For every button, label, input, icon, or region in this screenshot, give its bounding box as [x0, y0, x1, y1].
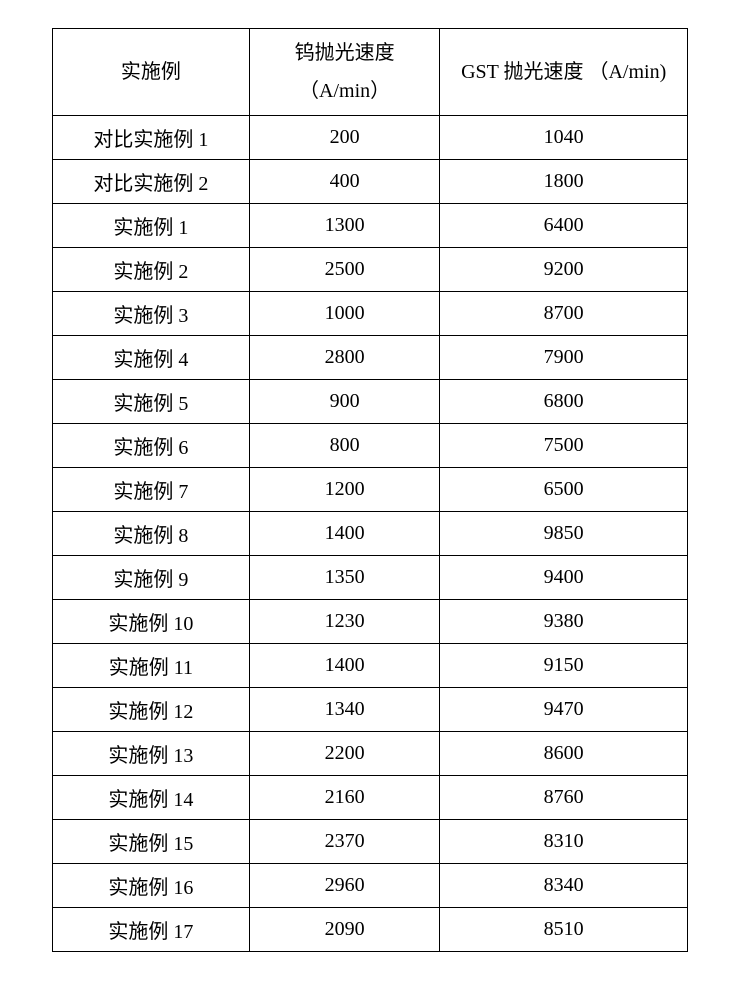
table-cell: 实施例 12 — [53, 688, 250, 732]
table-body: 对比实施例 12001040对比实施例 24001800实施例 11300640… — [53, 116, 688, 952]
table-cell: 实施例 6 — [53, 424, 250, 468]
table-cell: 9200 — [440, 248, 688, 292]
table-row: 实施例 428007900 — [53, 336, 688, 380]
table-row: 对比实施例 12001040 — [53, 116, 688, 160]
table-cell: 7900 — [440, 336, 688, 380]
table-cell: 1040 — [440, 116, 688, 160]
table-row: 实施例 1213409470 — [53, 688, 688, 732]
table-cell: 9400 — [440, 556, 688, 600]
table-cell: 实施例 4 — [53, 336, 250, 380]
table-cell: 6800 — [440, 380, 688, 424]
table-row: 实施例 1114009150 — [53, 644, 688, 688]
table-cell: 8760 — [440, 776, 688, 820]
table-cell: 实施例 7 — [53, 468, 250, 512]
table-cell: 1340 — [249, 688, 440, 732]
table-cell: 9850 — [440, 512, 688, 556]
table-row: 实施例 814009850 — [53, 512, 688, 556]
table-cell: 实施例 9 — [53, 556, 250, 600]
table-cell: 1200 — [249, 468, 440, 512]
table-cell: 400 — [249, 160, 440, 204]
table-row: 实施例 310008700 — [53, 292, 688, 336]
table-cell: 8340 — [440, 864, 688, 908]
table-cell: 200 — [249, 116, 440, 160]
table-cell: 实施例 16 — [53, 864, 250, 908]
column-header-1: 钨抛光速度（A/min） — [249, 29, 440, 116]
table-cell: 实施例 14 — [53, 776, 250, 820]
table-row: 实施例 113006400 — [53, 204, 688, 248]
data-table: 实施例钨抛光速度（A/min）GST 抛光速度 （A/min) 对比实施例 12… — [52, 28, 688, 952]
table-cell: 9470 — [440, 688, 688, 732]
table-cell: 1400 — [249, 512, 440, 556]
table-cell: 9380 — [440, 600, 688, 644]
table-cell: 8310 — [440, 820, 688, 864]
table-cell: 对比实施例 1 — [53, 116, 250, 160]
table-header-row: 实施例钨抛光速度（A/min）GST 抛光速度 （A/min) — [53, 29, 688, 116]
table-cell: 900 — [249, 380, 440, 424]
table-cell: 1000 — [249, 292, 440, 336]
table-cell: 1230 — [249, 600, 440, 644]
table-row: 实施例 1629608340 — [53, 864, 688, 908]
table-cell: 9150 — [440, 644, 688, 688]
table-cell: 2500 — [249, 248, 440, 292]
table-row: 实施例 1720908510 — [53, 908, 688, 952]
table-cell: 1400 — [249, 644, 440, 688]
table-cell: 实施例 8 — [53, 512, 250, 556]
column-header-0: 实施例 — [53, 29, 250, 116]
table-cell: 8510 — [440, 908, 688, 952]
table-row: 实施例 1421608760 — [53, 776, 688, 820]
table-cell: 实施例 10 — [53, 600, 250, 644]
table-cell: 6400 — [440, 204, 688, 248]
table-cell: 6500 — [440, 468, 688, 512]
table-cell: 8600 — [440, 732, 688, 776]
table-row: 实施例 59006800 — [53, 380, 688, 424]
table-cell: 实施例 2 — [53, 248, 250, 292]
table-cell: 2090 — [249, 908, 440, 952]
table-row: 实施例 1523708310 — [53, 820, 688, 864]
table-cell: 2960 — [249, 864, 440, 908]
table-cell: 1800 — [440, 160, 688, 204]
table-cell: 2800 — [249, 336, 440, 380]
table-cell: 8700 — [440, 292, 688, 336]
table-cell: 实施例 3 — [53, 292, 250, 336]
table-cell: 实施例 13 — [53, 732, 250, 776]
table-row: 实施例 225009200 — [53, 248, 688, 292]
table-row: 实施例 68007500 — [53, 424, 688, 468]
table-cell: 7500 — [440, 424, 688, 468]
table-cell: 实施例 11 — [53, 644, 250, 688]
table-row: 实施例 712006500 — [53, 468, 688, 512]
table-cell: 对比实施例 2 — [53, 160, 250, 204]
table-cell: 实施例 15 — [53, 820, 250, 864]
table-cell: 800 — [249, 424, 440, 468]
table-row: 对比实施例 24001800 — [53, 160, 688, 204]
table-cell: 1300 — [249, 204, 440, 248]
table-cell: 1350 — [249, 556, 440, 600]
table-cell: 2370 — [249, 820, 440, 864]
table-head: 实施例钨抛光速度（A/min）GST 抛光速度 （A/min) — [53, 29, 688, 116]
table-cell: 2160 — [249, 776, 440, 820]
table-cell: 实施例 5 — [53, 380, 250, 424]
table-row: 实施例 913509400 — [53, 556, 688, 600]
table-cell: 实施例 17 — [53, 908, 250, 952]
table-row: 实施例 1322008600 — [53, 732, 688, 776]
table-cell: 实施例 1 — [53, 204, 250, 248]
table-row: 实施例 1012309380 — [53, 600, 688, 644]
page: 实施例钨抛光速度（A/min）GST 抛光速度 （A/min) 对比实施例 12… — [0, 0, 740, 1000]
table-cell: 2200 — [249, 732, 440, 776]
column-header-2: GST 抛光速度 （A/min) — [440, 29, 688, 116]
